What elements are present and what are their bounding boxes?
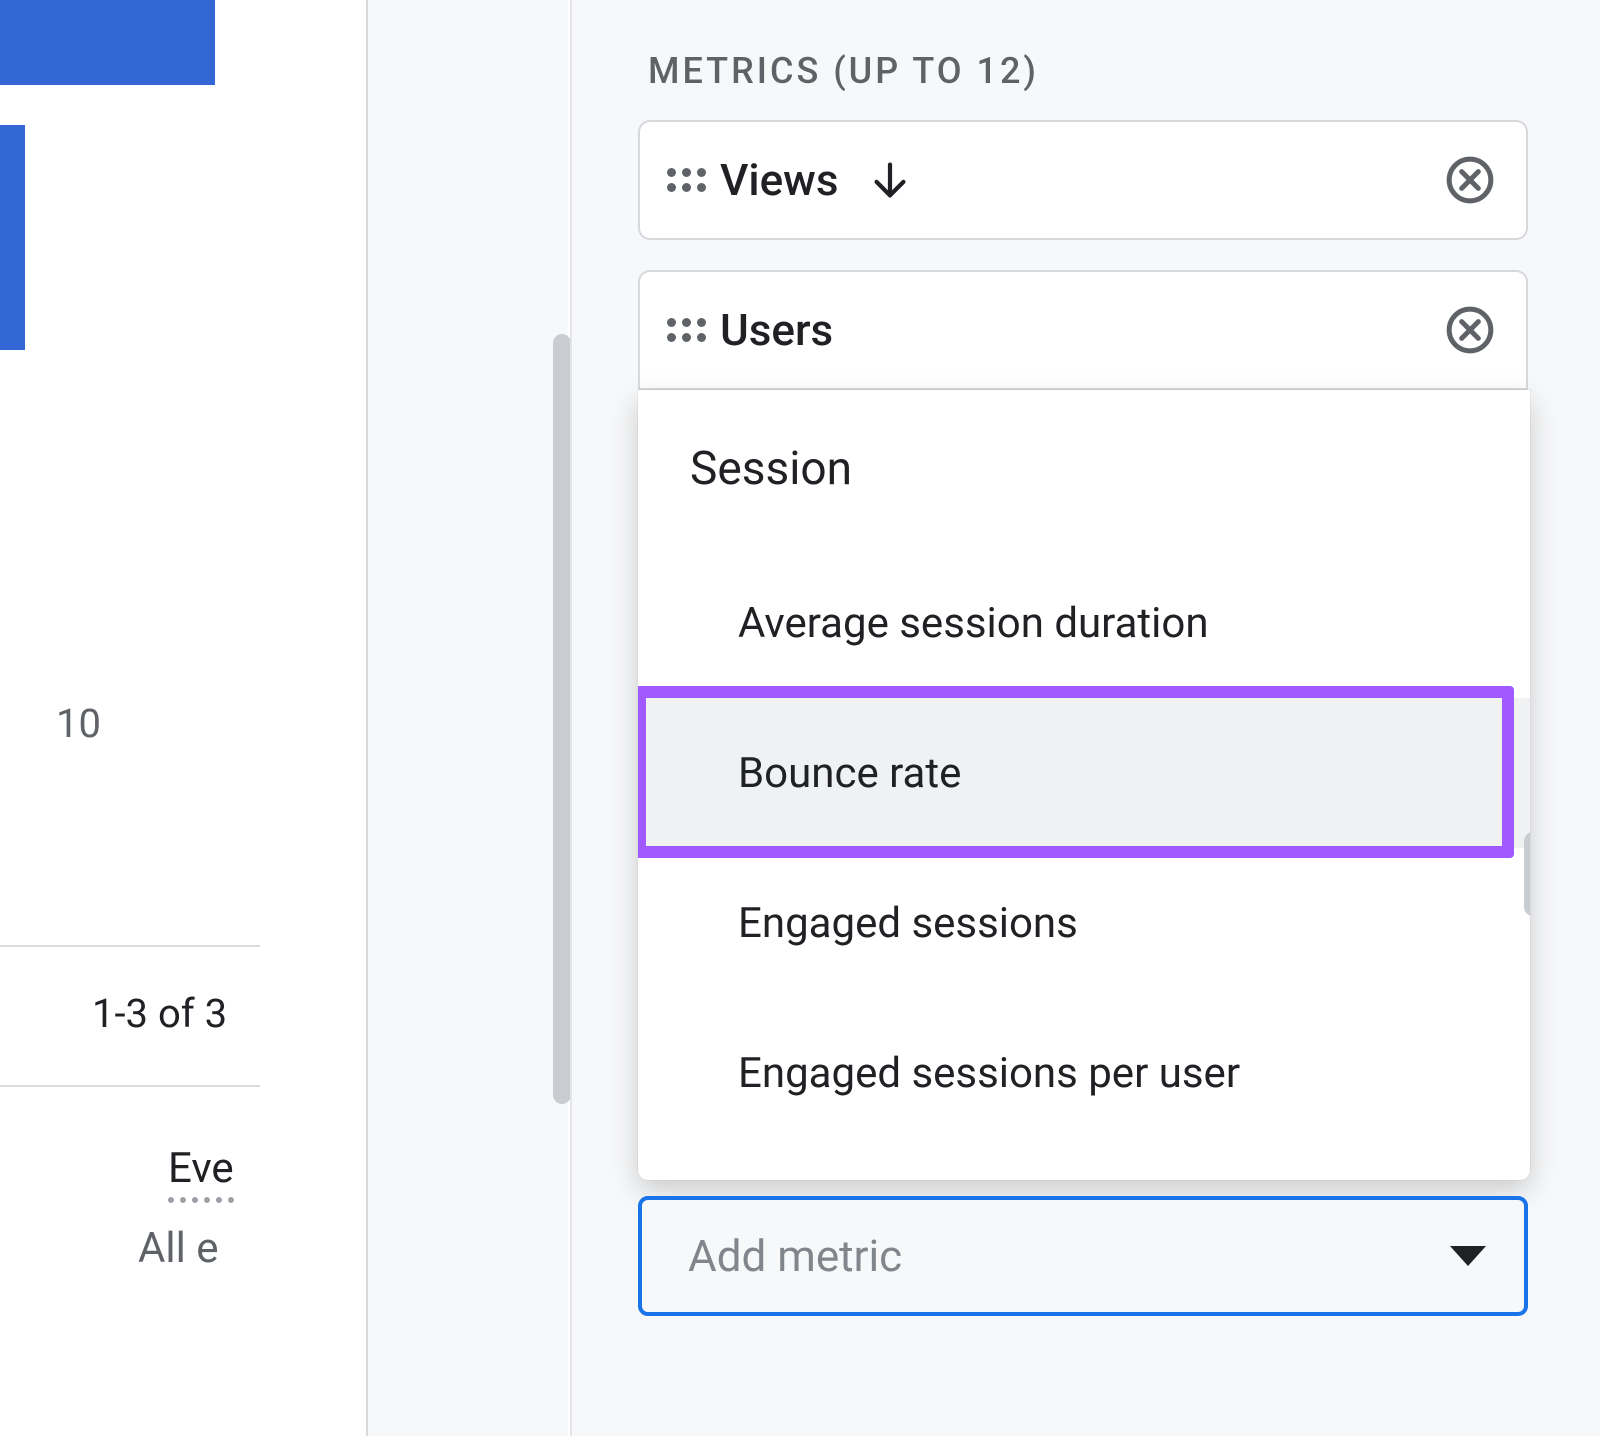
column-header-truncated[interactable]: Eve — [168, 1144, 234, 1203]
dropdown-section-title: Session — [690, 442, 852, 496]
metrics-panel: METRICS (UP TO 12) Views Users — [570, 0, 1600, 1436]
drag-handle-icon[interactable] — [666, 310, 706, 350]
metric-label: Views — [720, 154, 839, 206]
add-metric-select[interactable]: Add metric — [638, 1196, 1528, 1316]
metric-dropdown: Session Average session duration Bounce … — [638, 390, 1530, 1180]
scrollbar-thumb[interactable] — [1524, 832, 1530, 916]
dropdown-item-average-session-duration[interactable]: Average session duration — [638, 548, 1530, 698]
metric-chip-views[interactable]: Views — [638, 120, 1528, 240]
divider — [0, 945, 260, 947]
dropdown-item-label: Bounce rate — [738, 749, 961, 798]
pagination-label: 1-3 of 3 — [92, 990, 227, 1037]
dropdown-item-label: Average session duration — [738, 599, 1209, 648]
add-metric-placeholder: Add metric — [688, 1230, 1450, 1282]
drag-handle-icon[interactable] — [666, 160, 706, 200]
remove-metric-button[interactable] — [1444, 304, 1496, 356]
chart-bar — [0, 125, 25, 350]
dropdown-item-label: Engaged sessions per user — [738, 1049, 1240, 1098]
divider — [0, 1085, 260, 1087]
chart-bar — [0, 0, 215, 85]
metric-chip-users[interactable]: Users — [638, 270, 1528, 390]
axis-tick-label: 10 — [56, 700, 101, 747]
remove-metric-button[interactable] — [1444, 154, 1496, 206]
metric-label: Users — [720, 304, 833, 356]
dropdown-item-engaged-sessions[interactable]: Engaged sessions — [638, 848, 1530, 998]
sort-descending-icon[interactable] — [867, 157, 913, 203]
scrollbar-thumb[interactable] — [553, 334, 571, 1104]
metrics-section-header: METRICS (UP TO 12) — [648, 50, 1039, 92]
dropdown-item-label: Engaged sessions — [738, 899, 1078, 948]
chart-table-fragment: 10 1-3 of 3 Eve All e — [0, 0, 364, 1436]
filter-value-truncated: All e — [138, 1224, 219, 1273]
dropdown-item-engaged-sessions-per-user[interactable]: Engaged sessions per user — [638, 998, 1530, 1148]
panel-gutter — [368, 0, 568, 1436]
chevron-down-icon — [1450, 1246, 1486, 1266]
dropdown-item-bounce-rate[interactable]: Bounce rate — [638, 698, 1530, 848]
